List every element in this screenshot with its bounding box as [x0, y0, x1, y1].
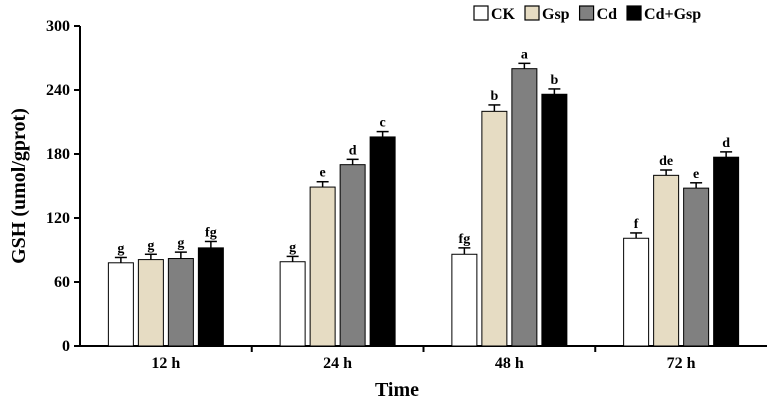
- data-label: e: [693, 167, 699, 182]
- y-tick-label: 300: [46, 18, 70, 35]
- legend: CK Gsp Cd Cd+Gsp: [473, 5, 701, 23]
- bar: [481, 110, 508, 347]
- x-tick-label: 12 h: [151, 355, 180, 372]
- legend-label: CK: [491, 6, 516, 23]
- data-label: fg: [459, 232, 471, 247]
- data-label: b: [490, 89, 498, 104]
- data-label: a: [521, 47, 528, 62]
- data-label: f: [634, 217, 639, 232]
- data-label: g: [289, 240, 296, 255]
- legend-swatch: [578, 5, 595, 21]
- data-label: g: [177, 236, 184, 251]
- x-tick-label: 24 h: [323, 355, 352, 372]
- bar: [653, 174, 680, 347]
- data-label: g: [117, 241, 124, 256]
- data-label: d: [722, 136, 730, 151]
- bar: [541, 93, 568, 347]
- bar: [309, 186, 336, 347]
- y-tick-label: 120: [46, 210, 70, 227]
- legend-swatch: [626, 5, 642, 21]
- data-label: fg: [205, 225, 217, 240]
- bar: [137, 259, 164, 347]
- bar: [167, 258, 194, 347]
- legend-label: Cd: [597, 6, 618, 23]
- bar: [339, 164, 366, 347]
- data-label: b: [550, 73, 558, 88]
- bar: [279, 261, 306, 347]
- data-label: de: [659, 154, 673, 169]
- bar: [683, 187, 710, 347]
- bar: [107, 262, 134, 347]
- legend-swatch: [473, 5, 489, 21]
- x-axis-title: Time: [375, 379, 419, 401]
- y-axis-title: GSH (umol/gprot): [8, 108, 30, 264]
- y-tick-label: 0: [62, 338, 70, 355]
- y-tick-label: 240: [46, 82, 70, 99]
- bar: [623, 237, 650, 347]
- legend-label: Cd+Gsp: [644, 6, 701, 23]
- plot-area: 0 60 120 180 240 300 12 h g g g fg 24 h g e d c 48 h fg b a…: [46, 18, 767, 372]
- data-label: c: [380, 116, 386, 131]
- bar: [197, 247, 224, 347]
- data-label: d: [349, 143, 357, 158]
- legend-label: Gsp: [542, 6, 570, 23]
- data-label: g: [147, 238, 154, 253]
- x-tick-label: 72 h: [667, 355, 696, 372]
- bar: [369, 136, 396, 347]
- bar: [713, 156, 740, 347]
- bar: [451, 253, 478, 347]
- bar: [511, 68, 538, 347]
- data-label: e: [320, 166, 326, 181]
- y-tick-label: 180: [46, 146, 70, 163]
- x-tick-label: 48 h: [495, 355, 524, 372]
- y-tick-label: 60: [54, 274, 70, 291]
- legend-swatch: [524, 5, 540, 21]
